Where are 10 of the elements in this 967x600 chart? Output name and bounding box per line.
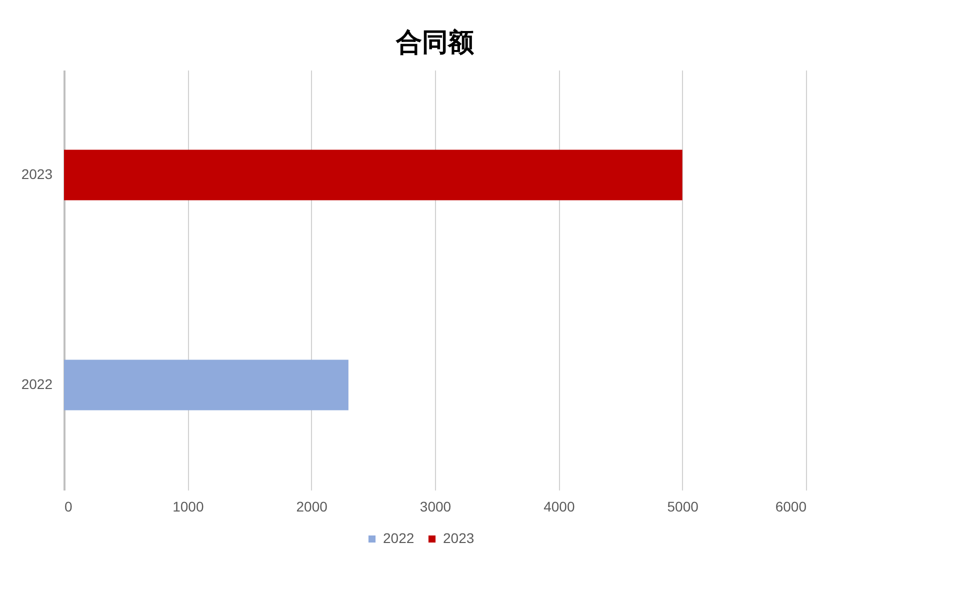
x-tick-label: 0 <box>64 498 72 514</box>
x-tick-label: 4000 <box>544 498 575 514</box>
x-tick-label: 3000 <box>420 498 452 514</box>
x-tick-label: 6000 <box>775 498 807 514</box>
x-tick-label: 1000 <box>172 498 204 514</box>
x-tick-label: 2000 <box>296 498 328 514</box>
chart-title: 合同额 <box>395 28 475 58</box>
x-tick-label: 5000 <box>667 498 699 514</box>
legend-label: 2023 <box>443 530 474 546</box>
legend-label: 2022 <box>383 530 414 546</box>
